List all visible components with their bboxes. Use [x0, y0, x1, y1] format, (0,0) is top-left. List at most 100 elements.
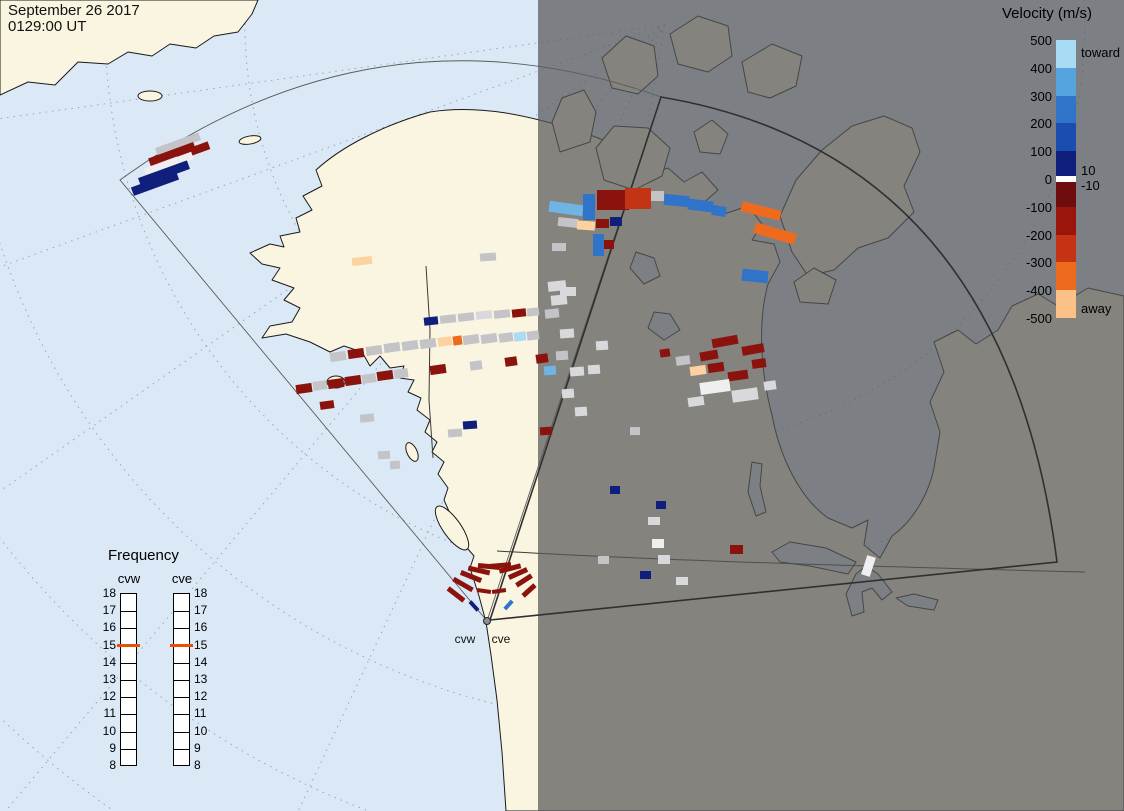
- velocity-tile: [656, 501, 666, 509]
- velocity-tile: [511, 308, 527, 318]
- velocity-tile: [711, 204, 727, 218]
- frequency-bar-tickline: [174, 680, 189, 681]
- velocity-tile: [452, 335, 463, 346]
- velocity-tile: [595, 340, 609, 351]
- island-haida-gwaii: [405, 442, 419, 462]
- velocity-tile: [351, 255, 373, 267]
- frequency-tick-label: 16: [194, 620, 208, 635]
- frequency-bar-tickline: [121, 697, 136, 699]
- velocity-tile: [625, 188, 651, 209]
- velocity-tile: [741, 268, 769, 284]
- velocity-tile: [393, 368, 409, 379]
- velocity-tile: [630, 427, 640, 435]
- velocity-tile: [513, 331, 527, 342]
- velocity-minus10-label: -10: [1081, 178, 1100, 193]
- velocity-plus10-label: 10: [1081, 163, 1096, 178]
- velocity-tile: [535, 353, 549, 364]
- velocity-tile: [504, 356, 518, 367]
- velocity-colorbar-segment: [1056, 67, 1076, 96]
- velocity-tile: [569, 366, 585, 377]
- velocity-tile: [437, 336, 453, 347]
- velocity-tile: [475, 310, 493, 320]
- frequency-tick-label: 15: [102, 637, 116, 652]
- velocity-tile: [539, 426, 553, 436]
- velocity-tile: [468, 600, 480, 612]
- border-alaska-canada: [425, 265, 434, 459]
- frequency-bar-tickline: [121, 662, 136, 664]
- velocity-tile: [447, 428, 463, 438]
- velocity-tile: [687, 395, 705, 408]
- velocity-colorbar: [1056, 40, 1076, 318]
- frequency-bar-tickline: [121, 731, 136, 733]
- velocity-tile: [365, 344, 383, 357]
- velocity-tile: [555, 350, 569, 361]
- velocity-tile: [740, 201, 782, 221]
- island-small: [137, 90, 163, 102]
- frequency-bar-tickline: [121, 628, 136, 630]
- velocity-tile: [604, 240, 614, 249]
- velocity-tile: [663, 193, 690, 208]
- velocity-tile: [598, 556, 609, 564]
- radar-label-cve: cve: [491, 632, 511, 646]
- velocity-tile: [389, 460, 401, 470]
- velocity-tile: [543, 365, 557, 376]
- velocity-tile: [730, 545, 743, 554]
- frequency-bar-tickline: [174, 697, 189, 699]
- velocity-tile: [596, 219, 609, 228]
- frequency-tick-label: 14: [194, 654, 208, 669]
- frequency-bar-tickline: [121, 680, 136, 681]
- frequency-bar-tickline: [174, 628, 189, 630]
- velocity-tile: [419, 337, 437, 350]
- velocity-tile: [491, 588, 507, 594]
- velocity-colorbar-segment: [1056, 181, 1076, 207]
- velocity-tile: [439, 314, 457, 324]
- velocity-tile: [707, 361, 725, 374]
- velocity-tile: [560, 287, 576, 296]
- velocity-tile: [687, 198, 714, 213]
- velocity-colorbar-segment: [1056, 206, 1076, 235]
- velocity-tile: [480, 332, 498, 345]
- velocity-tile: [727, 369, 749, 382]
- velocity-colorbar-segment: [1056, 95, 1076, 124]
- velocity-tile: [576, 220, 596, 231]
- velocity-colorbar-segment: [1056, 151, 1076, 177]
- frequency-tick-label: 8: [194, 758, 201, 772]
- frequency-tick-label: 13: [194, 672, 208, 686]
- island-vancouver: [434, 505, 470, 551]
- velocity-tile: [401, 339, 419, 352]
- velocity-tile: [689, 364, 707, 377]
- velocity-tile: [640, 571, 651, 579]
- frequency-tick-label: 18: [102, 586, 116, 600]
- velocity-tile: [597, 190, 629, 210]
- frequency-tick-label: 10: [102, 723, 116, 738]
- velocity-tile: [544, 308, 560, 319]
- velocity-tile: [676, 577, 688, 585]
- frequency-bar-tickline: [174, 611, 189, 613]
- velocity-tile: [423, 316, 439, 326]
- velocity-tile: [329, 350, 347, 363]
- velocity-tile: [593, 234, 604, 256]
- velocity-tile: [469, 360, 483, 371]
- radar-label-cvw: cvw: [454, 632, 476, 646]
- velocity-tile: [548, 200, 584, 217]
- radar-site-dot: [483, 617, 491, 625]
- velocity-tile: [610, 486, 620, 494]
- velocity-tile: [327, 377, 345, 390]
- velocity-tile: [699, 378, 731, 396]
- frequency-marker: [170, 643, 193, 647]
- frequency-tick-label: 12: [194, 689, 208, 704]
- frequency-tick-label: 12: [102, 689, 116, 704]
- velocity-tile: [751, 358, 767, 369]
- velocity-tile: [659, 348, 671, 358]
- velocity-colorbar-segment: [1056, 290, 1076, 318]
- velocity-tile: [574, 406, 588, 417]
- frequency-bar-tickline: [174, 662, 189, 664]
- velocity-tile: [462, 333, 480, 346]
- velocity-toward-label: toward: [1081, 45, 1121, 60]
- velocity-tile: [344, 374, 362, 387]
- frequency-bar-tickline: [121, 611, 136, 613]
- frequency-bar-tickline: [174, 731, 189, 733]
- velocity-tile: [446, 586, 466, 603]
